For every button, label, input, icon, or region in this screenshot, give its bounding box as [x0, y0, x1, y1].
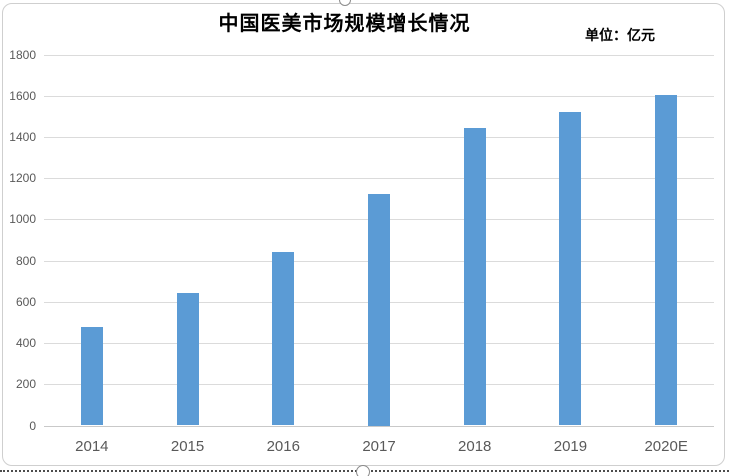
gridline-1800 — [44, 54, 714, 56]
y-tick-label-0: 0 — [29, 418, 36, 433]
y-tick-label-1200: 1200 — [9, 171, 36, 186]
x-tick-label-2017: 2017 — [362, 438, 396, 455]
bar-2017 — [368, 193, 390, 426]
y-tick-label-800: 800 — [15, 253, 36, 268]
resize-handle-bottom[interactable] — [356, 465, 370, 476]
gridline-1600 — [44, 95, 714, 97]
bar-2015 — [176, 292, 199, 426]
gridline-0 — [44, 425, 714, 427]
y-tick-label-200: 200 — [15, 377, 36, 392]
gridline-1400 — [44, 137, 714, 139]
y-tick-label-1800: 1800 — [9, 47, 36, 62]
x-tick-label-2016: 2016 — [266, 438, 300, 455]
y-tick-label-400: 400 — [15, 336, 36, 351]
x-tick-label-2015: 2015 — [170, 438, 205, 455]
y-tick-label-1400: 1400 — [9, 130, 36, 145]
chart-title: 中国医美市场规模增长情况 — [218, 13, 471, 35]
x-tick-label-2019: 2019 — [553, 438, 588, 455]
bar-2016 — [272, 252, 295, 426]
bar-2020E — [655, 94, 678, 426]
gridline-1200 — [44, 178, 714, 180]
y-tick-label-1000: 1000 — [9, 212, 36, 227]
x-tick-label-2018: 2018 — [458, 438, 492, 455]
y-tick-label-1600: 1600 — [9, 88, 36, 103]
unit-label: 单位：亿元 — [585, 27, 655, 43]
x-tick-label-2014: 2014 — [75, 438, 109, 455]
bar-2014 — [80, 326, 103, 426]
x-tick-label-2020E: 2020E — [644, 438, 688, 455]
y-tick-label-600: 600 — [15, 294, 36, 309]
bar-2019 — [559, 112, 582, 426]
chart-border — [2, 3, 725, 466]
bar-2018 — [463, 127, 486, 426]
